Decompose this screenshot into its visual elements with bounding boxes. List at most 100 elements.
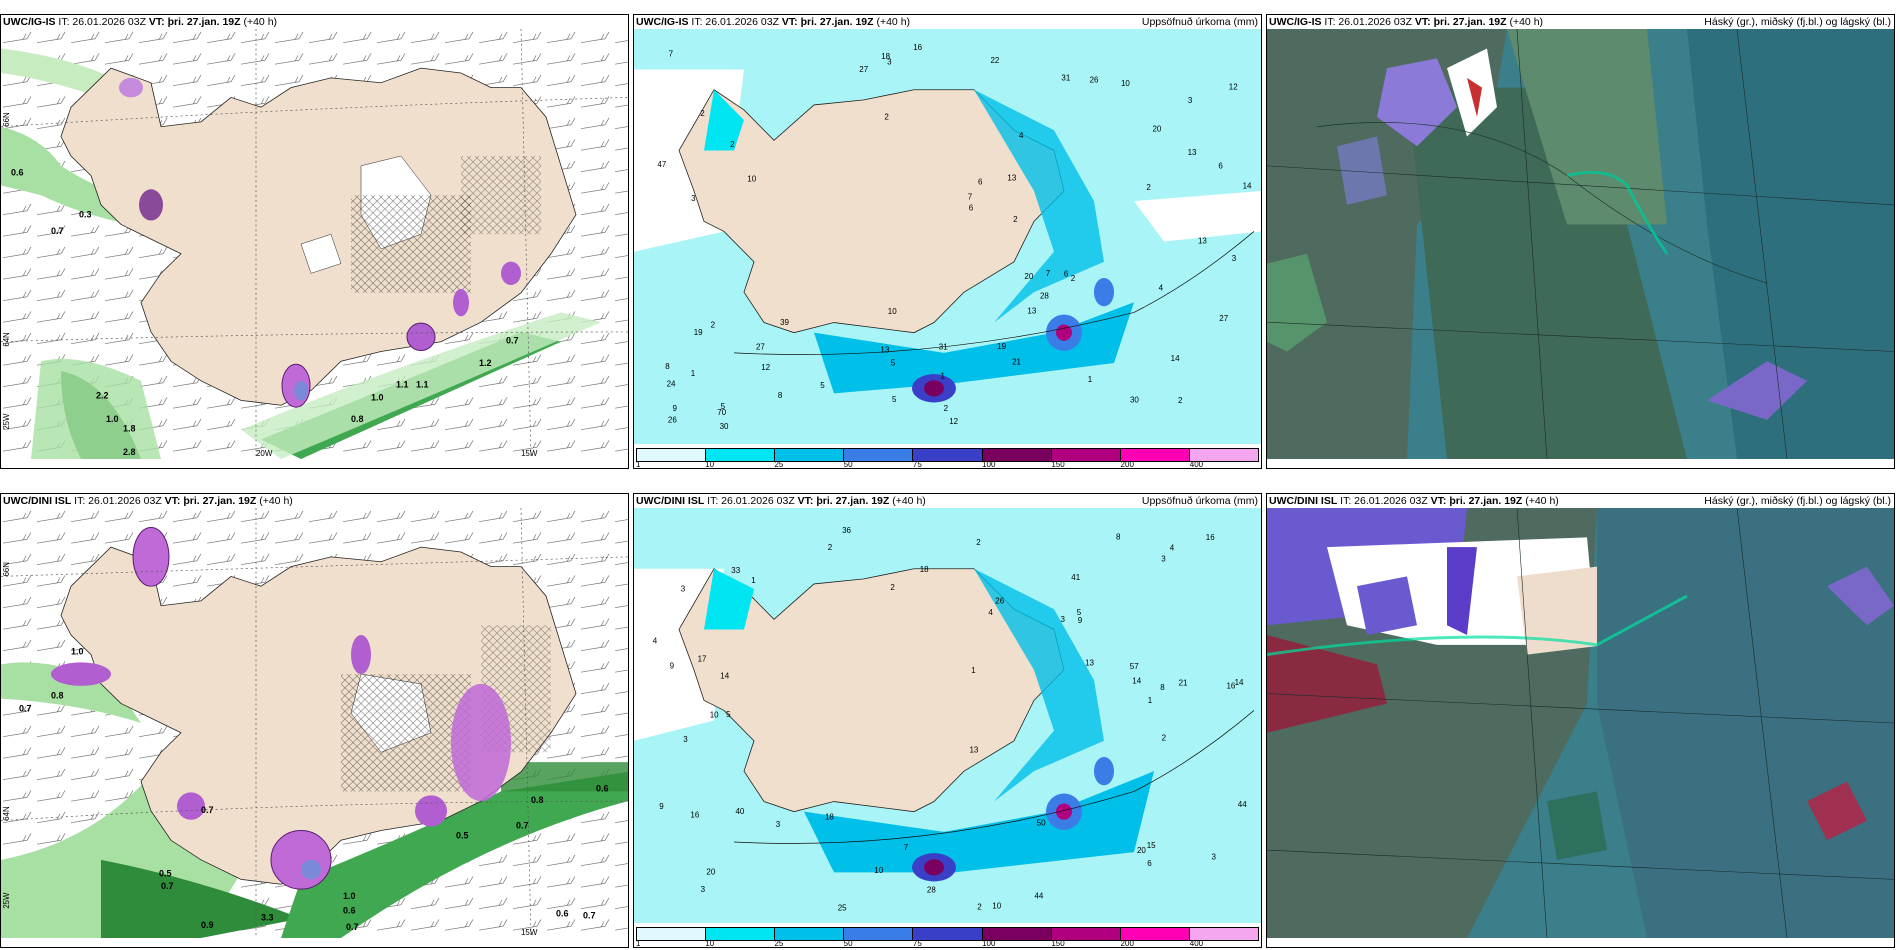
panel-right-title: Uppsöfnuð úrkoma (mm)	[1141, 16, 1258, 28]
legend-swatch	[982, 449, 1052, 461]
panel-precip-dini[interactable]: UWC/DINI ISL IT: 26.01.2026 03Z VT: þri.…	[633, 493, 1262, 948]
precip-value-label: 1	[941, 371, 946, 380]
svg-text:0.8: 0.8	[51, 691, 64, 701]
svg-text:0.8: 0.8	[531, 795, 544, 805]
precip-value-label: 57	[1130, 662, 1139, 671]
legend-tick-label: 10	[705, 460, 715, 469]
svg-text:66N: 66N	[2, 112, 11, 127]
precip-value-label: 36	[842, 526, 851, 535]
precip-value-label: 4	[988, 608, 993, 617]
precip-value-label: 27	[756, 342, 765, 351]
panel-header: UWC/DINI ISL IT: 26.01.2026 03Z VT: þri.…	[3, 495, 293, 507]
panel-clouds-dini[interactable]: UWC/DINI ISL IT: 26.01.2026 03Z VT: þri.…	[1266, 493, 1895, 948]
legend-tick-label: 25	[774, 460, 784, 469]
legend-swatch	[637, 928, 707, 940]
precip-legend: 1 10 25 50 75 100 150 200 400	[634, 446, 1261, 468]
precip-value-label: 26	[1090, 76, 1099, 85]
precip-value-label: 3	[1188, 96, 1193, 105]
precip-value-label: 3	[683, 735, 688, 744]
svg-text:15W: 15W	[521, 449, 538, 458]
precip-value-label: 28	[927, 886, 936, 895]
precip-value-label: 25	[838, 903, 847, 912]
svg-text:25W: 25W	[2, 892, 11, 909]
precip-value-label: 44	[1035, 891, 1044, 900]
precip-value-label: 7	[904, 843, 909, 852]
precip-value-label: 13	[1188, 148, 1197, 157]
precip-value-label: 2	[890, 583, 895, 592]
panel-right-title: Háský (gr.), miðský (fj.bl.) og lágský (…	[1704, 495, 1891, 507]
precip-value-label: 4	[1019, 131, 1024, 140]
precip-value-label: 12	[949, 417, 958, 426]
precip-value-label: 14	[1243, 182, 1252, 191]
precip-value-label: 12	[761, 363, 770, 372]
legend-tick-label: 10	[705, 939, 715, 948]
precip-value-label: 6	[969, 203, 974, 212]
svg-text:1.8: 1.8	[123, 424, 136, 434]
precip-value-label: 3	[1212, 853, 1217, 862]
legend-swatch	[913, 449, 983, 461]
precip-value-label: 2	[884, 112, 889, 121]
precip-value-label: 6	[978, 178, 983, 187]
legend-swatch	[1051, 449, 1121, 461]
precip-value-label: 14	[1132, 676, 1141, 685]
precip-value-label: 18	[825, 812, 834, 821]
precip-value-label: 2	[977, 903, 982, 912]
legend-tick-label: 25	[774, 939, 784, 948]
svg-text:20W: 20W	[256, 449, 273, 458]
precip-value-label: 9	[670, 662, 675, 671]
legend-swatch	[637, 449, 707, 461]
legend-swatch	[913, 928, 983, 940]
legend-swatch	[706, 928, 776, 940]
precip-value-label: 20	[706, 867, 715, 876]
precip-value-label: 2	[1071, 274, 1076, 283]
precip-value-label: 2	[711, 320, 716, 329]
precip-value-label: 5	[726, 710, 731, 719]
svg-text:0.7: 0.7	[346, 922, 359, 932]
precip-value-label: 3	[887, 58, 892, 67]
legend-tick-label: 1	[636, 939, 641, 948]
panel-wind-precip-igis[interactable]: UWC/IG-IS IT: 26.01.2026 03Z VT: þri. 27…	[0, 14, 629, 469]
precip-value-label: 2	[1013, 215, 1018, 224]
precip-value-label: 39	[780, 318, 789, 327]
precip-value-label: 2	[944, 404, 949, 413]
panel-header: UWC/IG-IS IT: 26.01.2026 03Z VT: þri. 27…	[3, 16, 278, 28]
precip-value-label: 20	[1024, 272, 1033, 281]
precip-value-label: 24	[667, 379, 676, 388]
precip-value-label: 1	[971, 666, 976, 675]
svg-text:25W: 25W	[2, 413, 11, 430]
svg-text:0.9: 0.9	[201, 920, 214, 930]
panel-header: UWC/DINI ISL IT: 26.01.2026 03Z VT: þri.…	[1269, 495, 1559, 507]
svg-text:0.7: 0.7	[506, 336, 519, 346]
wind-map: 1.0 0.8 0.7 0.7 0.5 0.7 0.9 3.3 1.0 0.6 …	[1, 508, 628, 938]
precip-value-label: 2	[1178, 396, 1183, 405]
precip-value-label: 3	[1161, 555, 1166, 564]
panel-precip-igis[interactable]: UWC/IG-IS IT: 26.01.2026 03Z VT: þri. 27…	[633, 14, 1262, 469]
legend-swatch	[1120, 928, 1190, 940]
precip-value-label: 15	[1147, 841, 1156, 850]
precip-value-label: 18	[881, 52, 890, 61]
precip-value-label: 19	[694, 328, 703, 337]
precip-value-label: 9	[659, 802, 664, 811]
precip-value-label: 16	[1206, 533, 1215, 542]
svg-text:0.5: 0.5	[159, 869, 172, 879]
precip-value-label: 2	[976, 538, 981, 547]
precip-value-label: 13	[1027, 307, 1036, 316]
panel-wind-precip-dini[interactable]: UWC/DINI ISL IT: 26.01.2026 03Z VT: þri.…	[0, 493, 629, 948]
precip-value-label: 8	[1160, 683, 1165, 692]
iceland-land	[60, 67, 577, 406]
precip-value-label: 12	[1229, 82, 1238, 91]
precip-value-label: 44	[1238, 800, 1247, 809]
precip-value-label: 3	[701, 885, 706, 894]
precip-value-label: 70	[717, 408, 726, 417]
panel-clouds-igis[interactable]: UWC/IG-IS IT: 26.01.2026 03Z VT: þri. 27…	[1266, 14, 1895, 469]
cloud-map	[1267, 29, 1894, 459]
legend-tick-label: 150	[1051, 939, 1065, 948]
svg-text:15W: 15W	[521, 928, 538, 937]
svg-text:2.8: 2.8	[123, 447, 136, 457]
precip-value-label: 2	[730, 140, 735, 149]
precip-value-label: 4	[1159, 284, 1164, 293]
svg-text:0.5: 0.5	[456, 830, 469, 840]
legend-tick-label: 100	[982, 460, 996, 469]
precip-value-label: 2	[828, 543, 833, 552]
